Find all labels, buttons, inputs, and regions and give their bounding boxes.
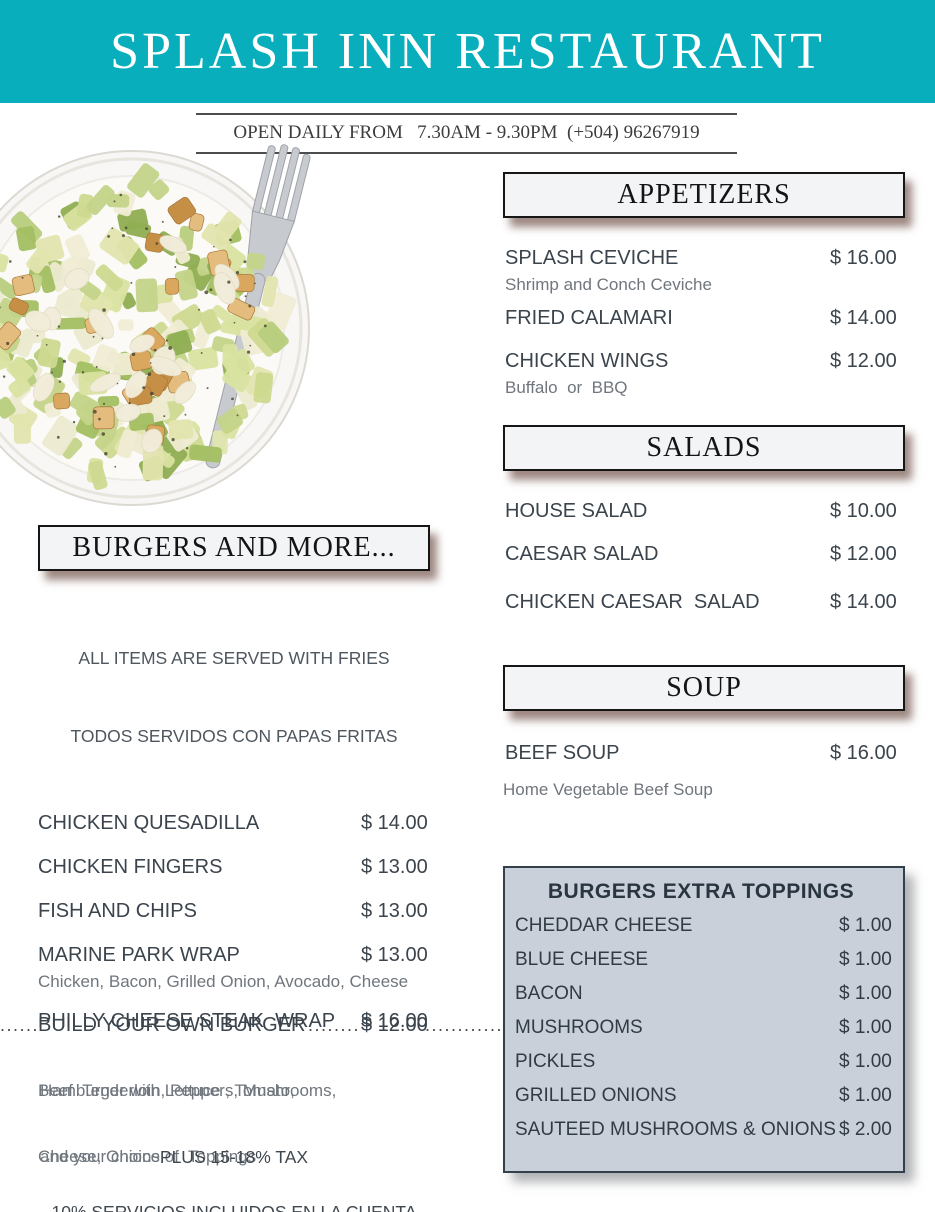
item-name: CHICKEN QUESADILLA: [38, 812, 260, 834]
header-banner: SPLASH INN RESTAURANT: [0, 0, 935, 103]
soup-section-title: SOUP: [666, 672, 742, 703]
topping-name: MUSHROOMS: [515, 1017, 643, 1038]
item-name: CHICKEN WINGS: [505, 350, 669, 372]
item-price: $ 16.00: [830, 742, 897, 764]
topping-price: $ 1.00: [839, 949, 892, 970]
item-price: $ 14.00: [361, 812, 428, 834]
topping-name: BACON: [515, 983, 583, 1004]
topping-row: PICKLES $ 1.00: [515, 1050, 892, 1074]
toppings-box-title: BURGERS EXTRA TOPPINGS: [547, 880, 855, 903]
tax-note: PLUS 15-18% TAX MAS 15-18% TAX: [159, 1147, 309, 1167]
item-description: Hamburger with Lettuce , Tomato, and you…: [40, 1081, 295, 1166]
gratuity-note: 10% SERVICIOS INCLUIDOS EN LA CUENTA 10%…: [51, 1202, 417, 1212]
item-price: $ 16.00: [830, 247, 897, 269]
topping-price: $ 1.00: [839, 983, 892, 1004]
topping-price: $ 1.00: [839, 1017, 892, 1038]
topping-name: PICKLES: [515, 1051, 596, 1072]
dotted-leader: ..............................: [425, 1015, 507, 1035]
item-name: MARINE PARK WRAP: [38, 944, 240, 966]
item-price: $ 10.00: [830, 500, 897, 522]
topping-row: BLUE CHEESE $ 1.00: [515, 948, 892, 972]
topping-row: MUSHROOMS $ 1.00: [515, 1016, 892, 1040]
item-price: $ 14.00: [830, 591, 897, 613]
menu-item-row: PHILLY CHEESE STEAK WRAP $ 16.00: [38, 1009, 430, 1033]
menu-item-row: FRIED CALAMARI $ 14.00: [503, 306, 905, 330]
burgers-extra-toppings-box: BURGERS EXTRA TOPPINGS CHEDDAR CHEESE $ …: [503, 866, 905, 1173]
served-with-fries-note: ALL ITEMS ARE SERVED WITH FRIES TODOS SE…: [70, 648, 398, 746]
item-name: PHILLY CHEESE STEAK WRAP: [38, 1010, 336, 1032]
item-price: $ 12.00: [830, 350, 897, 372]
item-name: FISH AND CHIPS: [38, 900, 197, 922]
item-name: FRIED CALAMARI: [505, 307, 673, 329]
topping-price: $ 1.00: [839, 1085, 892, 1106]
topping-price: $ 1.00: [839, 1051, 892, 1072]
salads-section-header: SALADS: [503, 425, 905, 471]
burgers-section-title: BURGERS AND MORE...: [72, 532, 396, 563]
right-menu-column: APPETIZERS SPLASH CEVICHE $ 16.00 Shrimp…: [503, 172, 905, 1173]
topping-name: BLUE CHEESE: [515, 949, 649, 970]
item-name: SPLASH CEVICHE: [505, 247, 679, 269]
item-price: $ 13.00: [361, 944, 428, 966]
hours-phone-bar: OPEN DAILY FROM 7.30AM - 9.30PM (+504) 9…: [196, 113, 737, 154]
item-name: HOUSE SALAD: [505, 500, 648, 522]
item-name: CAESAR SALAD: [505, 543, 659, 565]
menu-item-row: CHICKEN WINGS $ 12.00: [503, 349, 905, 373]
topping-name: SAUTEED MUSHROOMS & ONIONS: [515, 1119, 836, 1140]
menu-item-row: MARINE PARK WRAP $ 13.00: [38, 943, 430, 967]
item-price: $ 14.00: [830, 307, 897, 329]
appetizers-section-header: APPETIZERS: [503, 172, 905, 218]
item-price: $ 13.00: [361, 900, 428, 922]
item-description: Buffalo or BBQ: [505, 378, 628, 397]
menu-item-row: SPLASH CEVICHE $ 16.00: [503, 246, 905, 270]
item-name: CHICKEN CAESAR SALAD: [505, 591, 760, 613]
item-name: CHICKEN FINGERS: [38, 856, 223, 878]
topping-name: GRILLED ONIONS: [515, 1085, 677, 1106]
menu-item-row: CHICKEN FINGERS $ 13.00: [38, 855, 430, 879]
dotted-leader: ......................: [308, 1015, 361, 1035]
caesar-salad-photo: [0, 144, 311, 506]
topping-row: CHEDDAR CHEESE $ 1.00: [515, 914, 892, 938]
menu-item-row: CHICKEN CAESAR SALAD $ 14.00: [503, 590, 905, 614]
item-description: Chicken, Bacon, Grilled Onion, Avocado, …: [38, 972, 409, 991]
menu-item-row: BEEF SOUP $ 16.00: [503, 741, 905, 765]
topping-name: CHEDDAR CHEESE: [515, 915, 693, 936]
item-price: $ 12.00: [830, 543, 897, 565]
menu-item-row: CAESAR SALAD $ 12.00: [503, 542, 905, 566]
item-description: Home Vegetable Beef Soup: [503, 780, 713, 799]
item-price: $ 12.00: [361, 1014, 428, 1036]
item-price: $ 13.00: [361, 856, 428, 878]
menu-item-row: HOUSE SALAD $ 10.00: [503, 499, 905, 523]
item-description: Shrimp and Conch Ceviche: [505, 275, 712, 294]
dotted-leader: ........: [0, 1015, 38, 1035]
item-description: Beef Tenderloin, Peppers, Mushrooms, Che…: [38, 1081, 337, 1166]
menu-item-row: CHICKEN QUESADILLA $ 14.00: [38, 811, 430, 835]
burgers-section-header: BURGERS AND MORE...: [38, 525, 430, 571]
burgers-section: BURGERS AND MORE... ALL ITEMS ARE SERVED…: [38, 525, 430, 1212]
soup-section-header: SOUP: [503, 665, 905, 711]
salads-section-title: SALADS: [646, 432, 762, 463]
restaurant-title: SPLASH INN RESTAURANT: [110, 23, 825, 80]
topping-row: GRILLED ONIONS $ 1.00: [515, 1084, 892, 1108]
item-price: $ 16.00: [361, 1010, 428, 1032]
menu-item-row: FISH AND CHIPS $ 13.00: [38, 899, 430, 923]
item-name: BEEF SOUP: [505, 742, 620, 764]
topping-price: $ 2.00: [839, 1119, 892, 1140]
topping-row: SAUTEED MUSHROOMS & ONIONS $ 2.00: [515, 1118, 892, 1142]
item-name: BUILD YOUR OWN BURGER: [38, 1014, 306, 1036]
appetizers-section-title: APPETIZERS: [617, 179, 791, 210]
menu-item-row-build-your-own: ........ BUILD YOUR OWN BURGER .........…: [0, 1013, 507, 1037]
topping-row: BACON $ 1.00: [515, 982, 892, 1006]
topping-price: $ 1.00: [839, 915, 892, 936]
